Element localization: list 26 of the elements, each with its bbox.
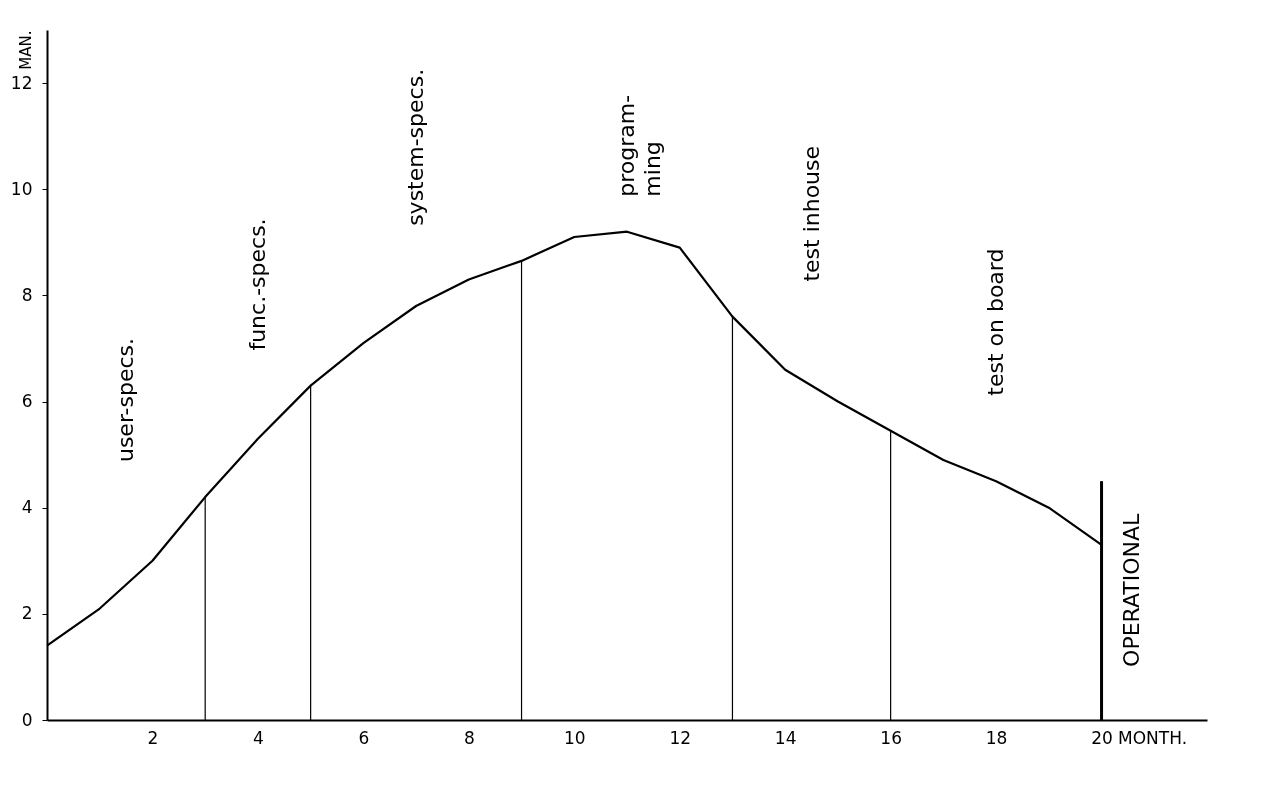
x-axis-title: MONTH. xyxy=(1118,727,1188,748)
y-tick-label: 6 xyxy=(21,391,33,412)
y-tick-label: 10 xyxy=(10,178,33,199)
x-tick-label: 20 xyxy=(1091,727,1113,748)
annotation: func.-specs. xyxy=(244,218,270,351)
annotation: test inhouse xyxy=(798,145,824,282)
y-tick-label: 12 xyxy=(10,72,33,93)
y-tick-label: 0 xyxy=(21,709,33,730)
x-tick-label: 16 xyxy=(880,727,902,748)
annotation: test on board xyxy=(983,248,1009,396)
x-tick-label: 4 xyxy=(253,727,264,748)
annotation: system-specs. xyxy=(403,68,429,226)
x-tick-label: 8 xyxy=(463,727,475,748)
y-tick-label: 8 xyxy=(21,284,33,305)
x-tick-label: 18 xyxy=(985,727,1008,748)
x-tick-label: 6 xyxy=(358,727,370,748)
y-tick-label: 2 xyxy=(21,603,33,624)
y-axis-title: MAN. xyxy=(16,30,35,70)
x-tick-label: 10 xyxy=(563,727,586,748)
x-tick-label: 2 xyxy=(147,727,159,748)
y-tick-label: 4 xyxy=(21,497,33,518)
x-tick-label: 14 xyxy=(774,727,797,748)
annotation: program- ming xyxy=(614,94,665,197)
x-tick-label: 12 xyxy=(669,727,692,748)
ref-line-label: OPERATIONAL xyxy=(1118,512,1144,667)
annotation: user-specs. xyxy=(113,338,139,463)
